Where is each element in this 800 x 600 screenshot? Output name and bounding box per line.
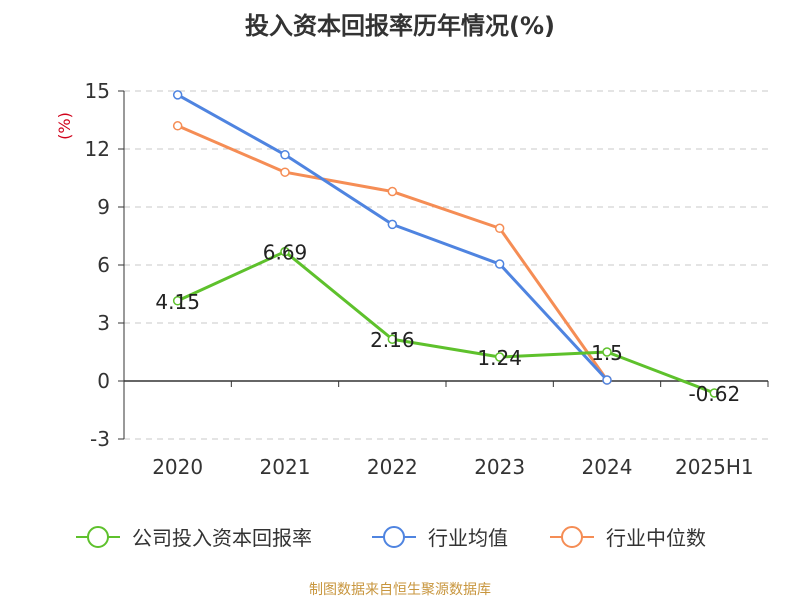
series-point	[172, 121, 183, 131]
series-point	[494, 259, 505, 269]
data-label: 4.15	[155, 290, 200, 314]
x-tick-label: 2024	[582, 455, 633, 479]
series-point	[602, 347, 612, 357]
source-note: 制图数据来自恒生聚源数据库	[309, 582, 491, 598]
series-point	[494, 352, 505, 362]
legend-marker	[383, 526, 405, 548]
x-tick-label: 2025H1	[675, 455, 754, 479]
legend-item: 公司投入资本回报率	[76, 526, 312, 550]
legend-item: 行业均值	[372, 526, 508, 550]
series-point	[280, 150, 290, 160]
x-tick-label: 2023	[474, 455, 525, 479]
y-tick-label: 0	[97, 369, 110, 393]
legend-item: 行业中位数	[550, 526, 706, 550]
series-point	[387, 219, 398, 230]
x-tick-label: 2021	[260, 455, 311, 479]
data-label: 1.24	[477, 346, 522, 370]
series-point	[172, 90, 183, 100]
x-tick-label: 2022	[367, 455, 418, 479]
series-point	[280, 246, 290, 257]
data-label: 2.16	[370, 328, 415, 352]
legend-label: 行业均值	[428, 526, 508, 550]
legend-marker	[87, 526, 109, 548]
y-tick-label: 12	[85, 137, 110, 161]
data-label: -0.62	[688, 382, 740, 406]
y-tick-label: 6	[97, 253, 110, 277]
series-line	[177, 250, 715, 395]
series-point	[172, 296, 183, 306]
chart-title: 投入资本回报率历年情况(%)	[245, 12, 555, 40]
y-axis-label: (%)	[55, 112, 74, 140]
series-point	[494, 223, 505, 234]
series-point	[709, 388, 720, 398]
data-label: 1.5	[591, 341, 623, 365]
series-point	[387, 186, 398, 197]
legend-label: 公司投入资本回报率	[132, 526, 312, 550]
y-tick-label: 3	[97, 311, 110, 335]
legend-label: 行业中位数	[606, 526, 706, 550]
series-point	[280, 167, 290, 177]
y-tick-label: 9	[97, 195, 110, 219]
series-point	[387, 334, 398, 344]
series-point	[602, 375, 612, 385]
data-label: 6.69	[263, 241, 308, 265]
y-tick-label: -3	[90, 427, 110, 451]
y-tick-label: 15	[85, 79, 110, 103]
x-tick-label: 2020	[152, 455, 203, 479]
legend-marker	[561, 526, 583, 548]
